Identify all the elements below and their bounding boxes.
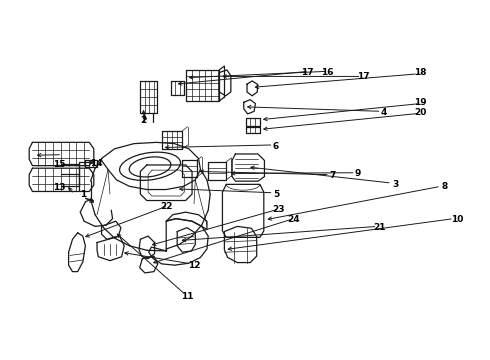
Text: 9: 9	[355, 169, 361, 178]
Text: 1: 1	[80, 190, 86, 199]
Text: 21: 21	[373, 223, 386, 232]
Text: 23: 23	[272, 205, 284, 214]
Text: 8: 8	[441, 182, 447, 191]
Text: 13: 13	[53, 183, 66, 192]
Text: 20: 20	[414, 108, 426, 117]
Text: 18: 18	[414, 68, 426, 77]
Text: 4: 4	[381, 108, 387, 117]
Text: 24: 24	[287, 215, 300, 224]
Text: 3: 3	[392, 180, 399, 189]
Text: 22: 22	[160, 202, 172, 211]
Text: 14: 14	[90, 158, 103, 167]
Text: 15: 15	[53, 161, 66, 170]
Text: 19: 19	[414, 98, 426, 107]
Text: 10: 10	[451, 215, 463, 224]
Text: 11: 11	[181, 292, 194, 301]
Text: 7: 7	[329, 171, 336, 180]
Text: 17: 17	[357, 72, 369, 81]
Text: 12: 12	[188, 261, 200, 270]
Text: 17: 17	[301, 68, 314, 77]
Text: 16: 16	[321, 68, 333, 77]
Text: 5: 5	[273, 190, 279, 199]
Text: 2: 2	[141, 116, 147, 125]
Text: 6: 6	[273, 142, 279, 151]
